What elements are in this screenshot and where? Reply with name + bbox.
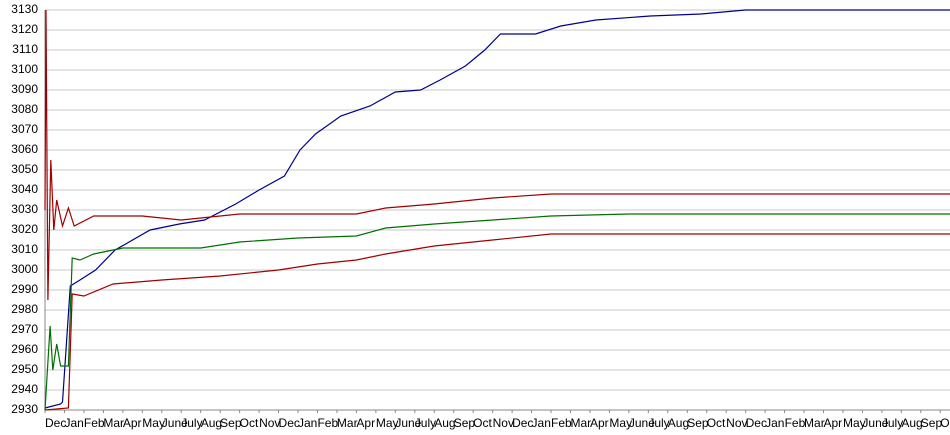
x-tick-label: Nov bbox=[493, 416, 514, 430]
x-tick-label: May bbox=[609, 416, 632, 430]
y-tick-label: 3120 bbox=[11, 22, 38, 36]
x-tick-label: June bbox=[162, 416, 188, 430]
x-tick-label: Feb bbox=[785, 416, 806, 430]
x-tick-label: May bbox=[142, 416, 165, 430]
x-tick-label: Apr bbox=[590, 416, 609, 430]
series-line bbox=[44, 9, 950, 301]
x-tick-label: Dec bbox=[45, 416, 66, 430]
y-tick-label: 3070 bbox=[11, 122, 38, 136]
x-tick-label: Oct bbox=[240, 416, 259, 430]
series-line bbox=[44, 213, 950, 411]
x-tick-label: Mar bbox=[103, 416, 124, 430]
x-tick-label: Sep bbox=[921, 416, 943, 430]
x-tick-label: Sep bbox=[454, 416, 476, 430]
y-tick-label: 2970 bbox=[11, 322, 38, 336]
x-tick-label: Feb bbox=[551, 416, 572, 430]
x-tick-label: Oct bbox=[473, 416, 492, 430]
x-tick-label: Nov bbox=[726, 416, 747, 430]
x-tick-label: Jan bbox=[298, 416, 317, 430]
x-tick-label: June bbox=[629, 416, 655, 430]
x-tick-label: Dec bbox=[746, 416, 767, 430]
x-tick-label: June bbox=[862, 416, 888, 430]
y-tick-label: 3100 bbox=[11, 62, 38, 76]
x-tick-label: Jan bbox=[765, 416, 784, 430]
x-tick-label: Mar bbox=[337, 416, 358, 430]
y-tick-label: 3030 bbox=[11, 202, 38, 216]
x-tick-label: Aug bbox=[901, 416, 922, 430]
series-line bbox=[44, 9, 950, 409]
y-tick-label: 3130 bbox=[11, 2, 38, 16]
x-tick-label: Dec bbox=[279, 416, 300, 430]
x-tick-label: July bbox=[648, 416, 669, 430]
y-tick-label: 2990 bbox=[11, 282, 38, 296]
y-tick-label: 3080 bbox=[11, 102, 38, 116]
y-tick-label: 3110 bbox=[12, 42, 38, 56]
x-tick-label: Feb bbox=[317, 416, 338, 430]
x-tick-label: Jan bbox=[64, 416, 83, 430]
x-tick-label: Apr bbox=[123, 416, 142, 430]
x-tick-label: Feb bbox=[84, 416, 105, 430]
x-tick-label: Apr bbox=[356, 416, 375, 430]
x-tick-label: Aug bbox=[434, 416, 455, 430]
y-tick-label: 3020 bbox=[11, 222, 38, 236]
y-tick-label: 2950 bbox=[11, 362, 38, 376]
y-tick-label: 2960 bbox=[11, 342, 38, 356]
y-tick-label: 3060 bbox=[11, 142, 38, 156]
x-tick-label: Sep bbox=[687, 416, 709, 430]
y-tick-label: 3040 bbox=[11, 182, 38, 196]
x-tick-label: Nov bbox=[259, 416, 280, 430]
x-tick-label: Aug bbox=[201, 416, 222, 430]
x-tick-label: Aug bbox=[668, 416, 689, 430]
series-line bbox=[44, 233, 950, 411]
x-tick-label: May bbox=[376, 416, 399, 430]
y-tick-label: 2940 bbox=[11, 382, 38, 396]
x-tick-label: Mar bbox=[804, 416, 825, 430]
x-tick-label: Apr bbox=[823, 416, 842, 430]
x-tick-label: Sep bbox=[220, 416, 242, 430]
x-tick-label: Oct bbox=[940, 416, 950, 430]
y-tick-label: 3010 bbox=[11, 242, 38, 256]
x-tick-label: June bbox=[395, 416, 421, 430]
y-tick-label: 2930 bbox=[11, 402, 38, 416]
x-tick-label: Mar bbox=[570, 416, 591, 430]
y-tick-label: 3000 bbox=[11, 262, 38, 276]
x-tick-label: Jan bbox=[532, 416, 551, 430]
x-tick-label: July bbox=[415, 416, 436, 430]
x-tick-label: Dec bbox=[512, 416, 533, 430]
x-tick-label: July bbox=[882, 416, 903, 430]
x-tick-label: Oct bbox=[707, 416, 726, 430]
x-tick-label: May bbox=[843, 416, 866, 430]
y-tick-label: 3050 bbox=[11, 162, 38, 176]
y-tick-label: 3090 bbox=[11, 82, 38, 96]
x-tick-label: July bbox=[181, 416, 202, 430]
y-tick-label: 2980 bbox=[11, 302, 38, 316]
